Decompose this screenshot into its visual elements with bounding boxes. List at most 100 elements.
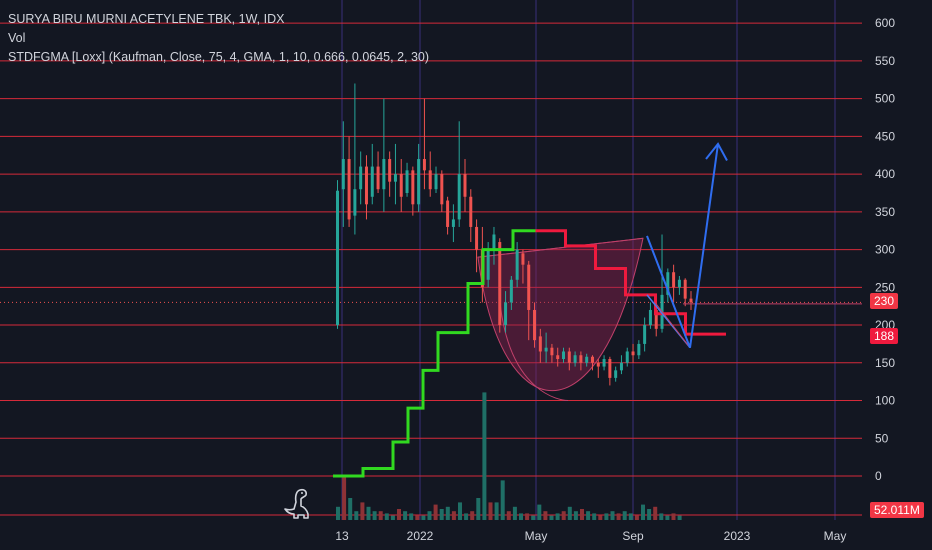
candle-body <box>463 174 467 197</box>
volume-bar <box>390 515 395 520</box>
volume-bar <box>622 511 627 520</box>
volume-bar <box>336 506 340 520</box>
volume-bar <box>671 513 676 520</box>
volume-bar <box>451 511 456 520</box>
candle-body <box>527 264 531 310</box>
candle-body <box>677 279 681 288</box>
volume-bar <box>653 506 658 520</box>
candle-body <box>666 272 670 295</box>
candle-body <box>689 298 693 303</box>
volume-bar <box>567 506 572 520</box>
volume-bars <box>336 392 682 520</box>
volume-bar <box>634 515 639 520</box>
candle-body <box>614 370 618 378</box>
candle-body <box>417 159 421 205</box>
price-tick-label: 150 <box>875 356 895 370</box>
candle-body <box>498 242 502 326</box>
volume-bar <box>531 515 536 520</box>
volume-bar <box>427 511 432 520</box>
candle-body <box>382 159 386 190</box>
candle-body <box>602 359 606 367</box>
volume-legend[interactable]: Vol <box>8 31 26 45</box>
candle-body <box>405 170 409 193</box>
time-tick-label: May <box>525 529 548 543</box>
time-tick-label: 13 <box>335 529 349 543</box>
volume-bar <box>348 498 353 520</box>
candle-body <box>643 325 647 344</box>
candle-body <box>359 166 363 190</box>
candle-body <box>347 159 351 220</box>
volume-bar <box>354 511 359 520</box>
candle-body <box>411 170 415 205</box>
volume-bar <box>592 513 597 520</box>
candle-body <box>672 272 676 288</box>
volume-bar <box>439 509 444 520</box>
symbol-title[interactable]: SURYA BIRU MURNI ACETYLENE TBK, 1W, IDX <box>8 12 285 26</box>
candle-body <box>567 351 571 363</box>
volume-bar <box>421 515 426 520</box>
volume-bar <box>580 509 584 520</box>
volume-bar <box>445 506 450 520</box>
price-tick-label: 100 <box>875 394 895 408</box>
candle-body <box>336 190 339 326</box>
volume-bar <box>470 511 475 520</box>
volume-bar <box>366 506 371 520</box>
candle-body <box>486 249 490 280</box>
candle-body <box>504 302 508 326</box>
candle-body <box>562 351 566 360</box>
stdfgma-up-segment <box>333 229 536 478</box>
arrow-path <box>646 143 719 349</box>
time-tick-label: May <box>824 529 847 543</box>
volume-bar <box>641 504 645 520</box>
candle-body <box>457 174 461 220</box>
volume-bar <box>500 480 505 520</box>
candle-body <box>515 249 519 280</box>
wedge-inner-line <box>654 302 691 349</box>
horizontal-level-lines <box>0 22 862 516</box>
candle-body <box>399 174 403 197</box>
candle-body <box>509 279 513 303</box>
volume-bar <box>586 511 591 520</box>
price-tick-label: 500 <box>875 92 895 106</box>
candle-body <box>631 351 635 356</box>
tradingview-dino-icon[interactable] <box>282 488 312 520</box>
time-tick-label: 2022 <box>407 529 434 543</box>
candle-body <box>585 356 589 363</box>
candle-body <box>648 309 652 326</box>
volume-bar <box>378 511 383 520</box>
volume-bar <box>433 504 438 520</box>
candle-body <box>388 159 392 182</box>
candle-body <box>608 359 612 378</box>
candle-body <box>376 166 380 190</box>
time-tick-label: 2023 <box>724 529 751 543</box>
candle-body <box>370 166 374 197</box>
price-tick-label: 400 <box>875 167 895 181</box>
volume-bar <box>476 498 481 520</box>
volume-bar <box>647 509 652 520</box>
stop-level-tag: 188 <box>870 328 899 344</box>
volume-tag: 52.011M <box>870 502 924 518</box>
volume-bar <box>415 515 420 520</box>
volume-bar <box>409 513 414 520</box>
candle-body <box>353 189 357 216</box>
candle-body <box>341 159 345 190</box>
volume-bar <box>604 513 609 520</box>
time-tick-label: Sep <box>622 529 644 543</box>
volume-bar <box>677 515 682 520</box>
candle-body <box>556 355 560 360</box>
indicator-legend[interactable]: STDFGMA [Loxx] (Kaufman, Close, 75, 4, G… <box>8 50 430 64</box>
candle-body <box>533 309 537 341</box>
cup-rim <box>477 237 644 258</box>
candle-body <box>573 355 577 363</box>
candle-body <box>469 196 473 227</box>
candle-body <box>422 159 426 171</box>
volume-bar <box>598 515 603 520</box>
candle-body <box>434 174 438 190</box>
price-tick-label: 50 <box>875 431 889 445</box>
price-tick-label: 300 <box>875 243 895 257</box>
volume-bar <box>372 511 377 520</box>
candle-body <box>625 351 629 363</box>
time-axis[interactable]: 13 2022 May Sep 2023 May <box>335 529 846 543</box>
